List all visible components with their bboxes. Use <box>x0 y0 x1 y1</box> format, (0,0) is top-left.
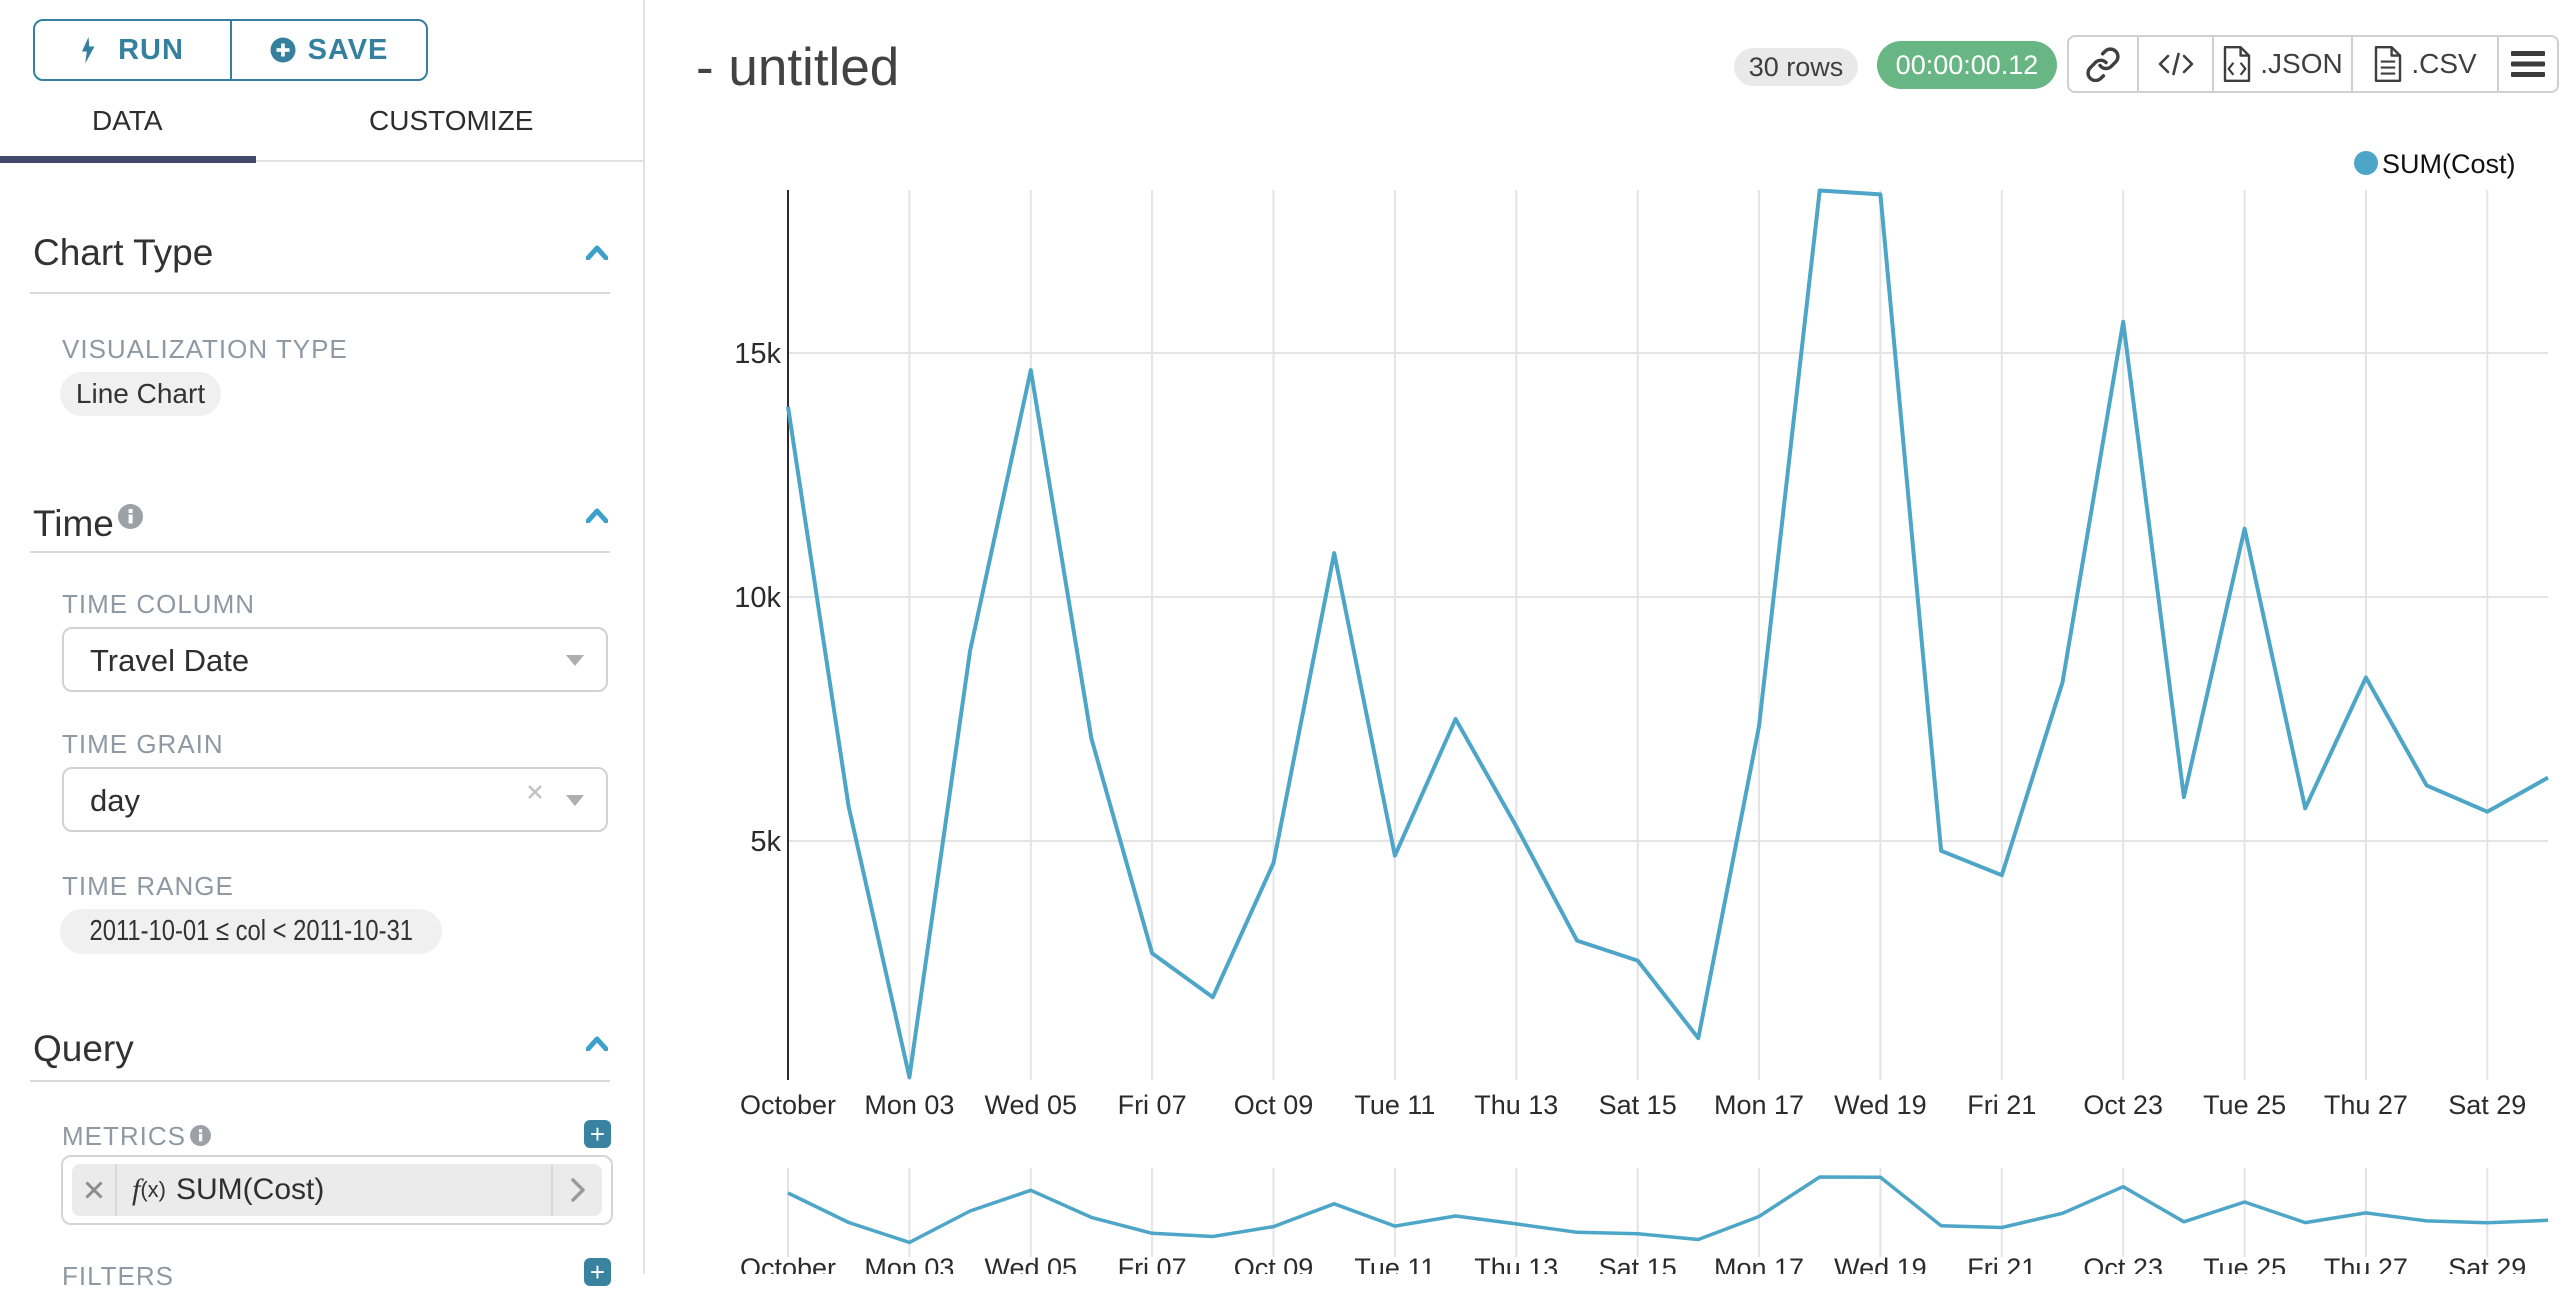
svg-text:Sat 29: Sat 29 <box>2448 1090 2526 1120</box>
svg-text:Tue 25: Tue 25 <box>2203 1253 2286 1274</box>
svg-text:Fri 21: Fri 21 <box>1967 1253 2036 1274</box>
svg-text:Tue 25: Tue 25 <box>2203 1090 2286 1120</box>
svg-text:Fri 07: Fri 07 <box>1118 1090 1187 1120</box>
svg-text:Oct 23: Oct 23 <box>2083 1253 2163 1274</box>
svg-text:Oct 09: Oct 09 <box>1234 1090 1314 1120</box>
svg-text:Oct 23: Oct 23 <box>2083 1090 2163 1120</box>
svg-text:Sat 15: Sat 15 <box>1599 1090 1677 1120</box>
svg-text:October: October <box>740 1090 836 1120</box>
svg-text:Thu 27: Thu 27 <box>2324 1253 2408 1274</box>
svg-text:Tue 11: Tue 11 <box>1354 1253 1435 1274</box>
svg-text:Wed 05: Wed 05 <box>985 1090 1078 1120</box>
svg-text:Thu 27: Thu 27 <box>2324 1090 2408 1120</box>
svg-text:Wed 19: Wed 19 <box>1834 1090 1927 1120</box>
svg-text:Thu 13: Thu 13 <box>1474 1090 1558 1120</box>
svg-text:15k: 15k <box>734 338 781 370</box>
svg-text:Sat 15: Sat 15 <box>1599 1253 1677 1274</box>
svg-text:Wed 19: Wed 19 <box>1834 1253 1927 1274</box>
svg-text:Tue 11: Tue 11 <box>1354 1090 1435 1120</box>
svg-text:Thu 13: Thu 13 <box>1474 1253 1558 1274</box>
svg-text:Mon 17: Mon 17 <box>1714 1090 1804 1120</box>
svg-text:October: October <box>740 1253 836 1274</box>
svg-text:10k: 10k <box>734 582 781 614</box>
svg-text:Fri 07: Fri 07 <box>1118 1253 1187 1274</box>
svg-text:Wed 05: Wed 05 <box>985 1253 1078 1274</box>
svg-text:5k: 5k <box>750 826 781 858</box>
svg-text:Mon 03: Mon 03 <box>864 1090 954 1120</box>
svg-text:Sat 29: Sat 29 <box>2448 1253 2526 1274</box>
svg-text:Oct 09: Oct 09 <box>1234 1253 1314 1274</box>
svg-text:Mon 03: Mon 03 <box>864 1253 954 1274</box>
svg-text:Fri 21: Fri 21 <box>1967 1090 2036 1120</box>
svg-text:Mon 17: Mon 17 <box>1714 1253 1804 1274</box>
